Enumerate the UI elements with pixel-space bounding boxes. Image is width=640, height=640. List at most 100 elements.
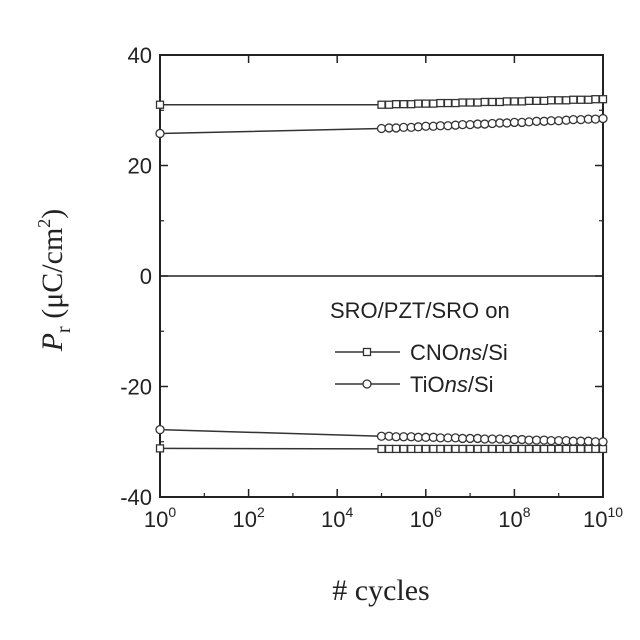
data-point [591, 444, 600, 454]
data-point [458, 98, 467, 107]
legend-marker-circle [362, 379, 372, 389]
data-point [436, 98, 445, 108]
y-tick-label: 40 [128, 43, 152, 68]
data-point [384, 444, 394, 454]
data-point [517, 97, 527, 106]
data-point [509, 434, 520, 445]
data-point [407, 100, 416, 109]
data-point [391, 100, 401, 109]
legend: SRO/PZT/SRO on CNOns/Si TiOns/Si [330, 298, 510, 397]
data-point [443, 444, 453, 454]
data-point [562, 96, 571, 105]
y-tick-label: -20 [120, 375, 152, 400]
data-point [547, 444, 556, 454]
data-point [568, 114, 578, 125]
data-point [458, 444, 467, 454]
data-point [391, 123, 401, 133]
data-point [391, 432, 401, 442]
data-point [480, 434, 490, 444]
data-point [473, 444, 482, 454]
data-point [576, 95, 585, 104]
data-point [376, 123, 387, 134]
data-point [155, 128, 165, 139]
data-point [510, 444, 519, 454]
data-point [502, 444, 512, 454]
data-point [429, 444, 438, 454]
data-point [539, 444, 549, 454]
data-point [399, 100, 408, 109]
data-point [443, 98, 453, 108]
data-point [436, 444, 445, 454]
data-point [598, 437, 608, 447]
data-point [524, 435, 534, 445]
data-point [473, 98, 482, 107]
y-axis-label: Pr (μC/cm2) [34, 209, 75, 353]
y-tick-label: 20 [128, 154, 152, 179]
series-cno-negative [155, 444, 608, 454]
data-point [487, 434, 497, 444]
data-point [539, 96, 549, 106]
x-tick-label: 102 [232, 504, 264, 532]
data-point [414, 99, 423, 108]
data-point [495, 97, 504, 107]
data-point [457, 119, 468, 130]
data-point [155, 424, 165, 435]
data-point [421, 444, 430, 454]
series-tio-positive [155, 113, 608, 139]
data-point [510, 97, 519, 106]
data-point [465, 98, 475, 107]
data-point [398, 432, 409, 442]
data-point [554, 435, 564, 446]
data-point [590, 437, 601, 447]
data-point [569, 444, 578, 454]
data-point [443, 121, 453, 131]
data-point [155, 444, 165, 453]
data-point [590, 114, 601, 124]
data-point [517, 444, 527, 454]
data-point [524, 96, 534, 106]
data-point [591, 95, 600, 104]
data-point [576, 436, 586, 446]
data-point [421, 432, 431, 442]
y-tick-label: 0 [140, 264, 152, 289]
data-point [488, 444, 497, 454]
data-point [377, 444, 386, 454]
data-point [502, 434, 512, 445]
data-point [480, 119, 490, 129]
data-point [531, 116, 542, 126]
data-point [414, 444, 423, 454]
data-point [568, 436, 578, 446]
data-point [547, 96, 556, 105]
data-point [554, 96, 563, 105]
data-point [398, 122, 409, 133]
data-point [391, 444, 401, 454]
legend-label: CNOns/Si [410, 340, 508, 365]
data-point [421, 99, 430, 108]
data-point [598, 113, 608, 124]
data-point [451, 444, 460, 454]
series-cno-positive [155, 95, 608, 109]
data-point [509, 117, 520, 128]
x-tick-label: 106 [410, 504, 442, 532]
data-point [584, 444, 593, 454]
data-point [532, 96, 541, 106]
data-point [576, 444, 585, 454]
x-tick-label: 100 [144, 504, 176, 532]
data-point [413, 432, 423, 442]
data-point [531, 435, 542, 445]
data-point [524, 117, 534, 127]
data-point [480, 444, 489, 454]
legend-title: SRO/PZT/SRO on [330, 298, 510, 323]
data-point [465, 119, 475, 130]
data-point [443, 433, 453, 443]
data-point [487, 118, 497, 129]
data-point [429, 99, 438, 108]
data-point [598, 95, 608, 104]
legend-entry-tio: TiOns/Si [335, 372, 494, 397]
data-point [502, 97, 512, 106]
data-point [546, 116, 556, 126]
data-point [376, 431, 387, 441]
x-tick-label: 1010 [583, 504, 623, 532]
data-point [524, 444, 534, 454]
